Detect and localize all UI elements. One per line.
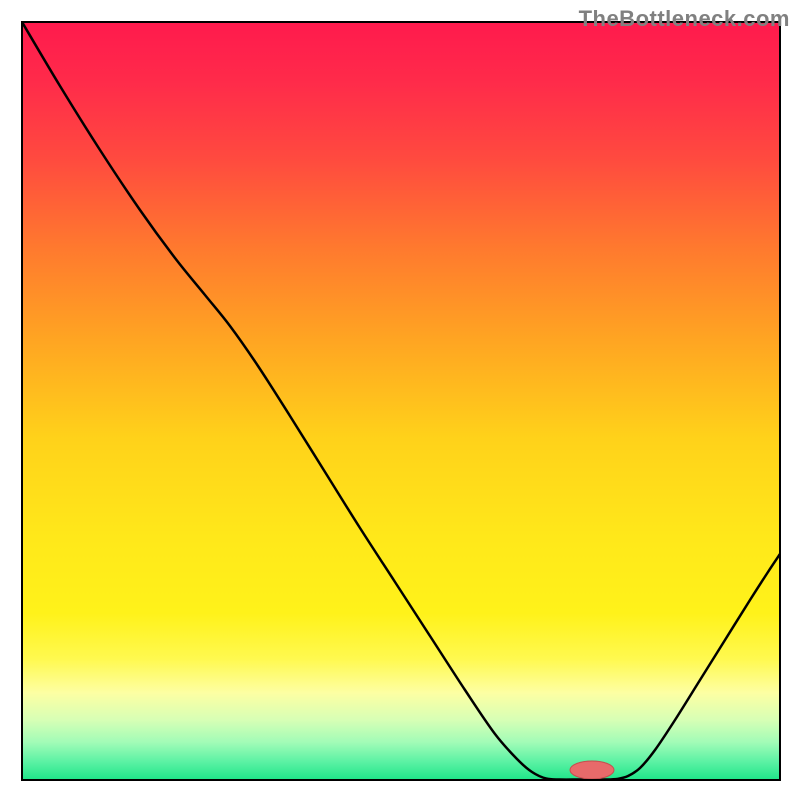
- watermark-text: TheBottleneck.com: [579, 6, 790, 32]
- gradient-background: [22, 22, 780, 780]
- bottleneck-chart: TheBottleneck.com: [0, 0, 800, 800]
- optimal-marker: [570, 761, 614, 779]
- chart-svg: [0, 0, 800, 800]
